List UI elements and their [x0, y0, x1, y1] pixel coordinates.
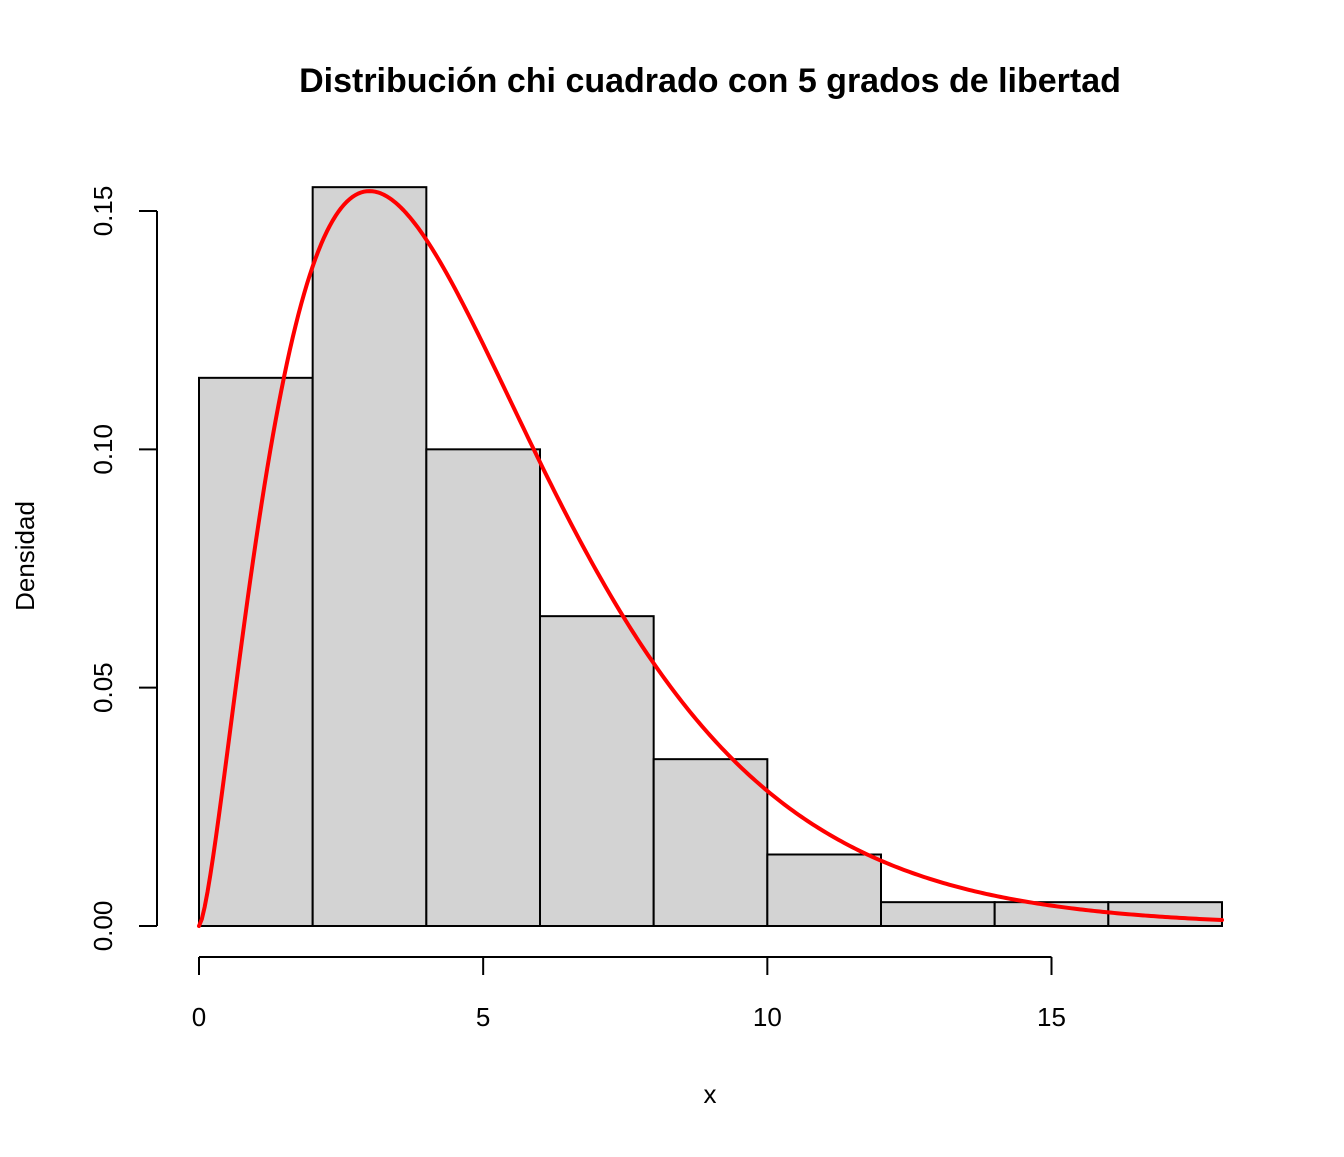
- density-curve: [197, 189, 1224, 928]
- histogram-bar-7: [880, 901, 996, 928]
- x-axis-label: x: [704, 1079, 717, 1109]
- x-tick-label-15: 15: [1037, 1002, 1066, 1032]
- y-tick-label-3: 0.15: [88, 186, 118, 237]
- y-axis-label: Densidad: [10, 501, 40, 611]
- x-tick-label-0: 0: [192, 1002, 206, 1032]
- histogram-bar-4: [539, 615, 655, 928]
- x-tick-label-10: 10: [753, 1002, 782, 1032]
- y-tick-label-0: 0.00: [88, 901, 118, 952]
- density-curve-layer: [197, 189, 1224, 928]
- y-axis: 0.00 0.05 0.10 0.15: [88, 186, 158, 952]
- y-tick-label-2: 0.10: [88, 424, 118, 475]
- x-tick-label-5: 5: [476, 1002, 490, 1032]
- histogram-bars: [198, 186, 1224, 928]
- histogram-bar-6: [766, 853, 882, 927]
- histogram-bar-3: [425, 448, 542, 927]
- x-axis: 0 5 10 15: [192, 956, 1066, 1032]
- y-tick-label-1: 0.05: [88, 662, 118, 713]
- chart-title: Distribución chi cuadrado con 5 grados d…: [299, 62, 1121, 100]
- histogram-bar-5: [652, 758, 769, 928]
- histogram-bar-2: [311, 186, 428, 927]
